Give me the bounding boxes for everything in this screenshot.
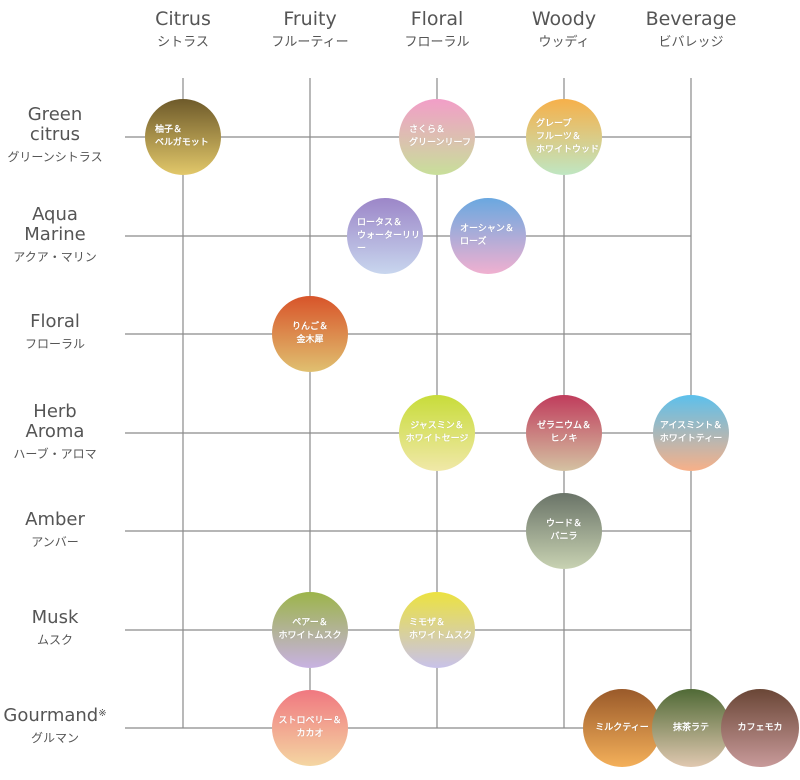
- column-label-ja: ビバレッジ: [658, 34, 724, 50]
- scent-label: ゼラニウム＆ ヒノキ: [536, 421, 591, 444]
- row-label-en: Gourmand※: [0, 706, 110, 726]
- scent-label: ジャスミン＆ ホワイトセージ: [405, 421, 469, 444]
- row-label-ja: アクア・マリン: [13, 250, 97, 264]
- row-label-ja: グルマン: [30, 731, 79, 745]
- column-header-citrus: Citrus シトラス: [123, 8, 243, 50]
- row-label-en: Aqua Marine: [24, 204, 86, 245]
- scent-label: オーシャン＆ ローズ: [460, 224, 514, 247]
- row-label-en: Amber: [25, 509, 85, 530]
- row-label-ja: ハーブ・アロマ: [13, 447, 97, 461]
- row-header-amber: Amber アンバー: [0, 510, 110, 551]
- column-label-en: Fruity: [283, 8, 337, 30]
- scent-node[interactable]: ミルクティー: [583, 689, 661, 767]
- scent-label: ロータス＆ ウォーターリリー: [357, 217, 421, 254]
- scent-node[interactable]: ジャスミン＆ ホワイトセージ: [399, 395, 475, 471]
- scent-label: アイスミント＆ ホワイトティー: [659, 421, 723, 444]
- column-label-en: Woody: [531, 8, 597, 30]
- note-mark: ※: [98, 708, 107, 719]
- row-label-ja: ムスク: [36, 633, 73, 647]
- column-header-fruity: Fruity フルーティー: [250, 8, 370, 50]
- row-header-green-citrus: Green citrus グリーンシトラス: [0, 105, 110, 166]
- scent-node[interactable]: カフェモカ: [721, 689, 799, 767]
- scent-label: りんご＆ 金木犀: [291, 322, 328, 345]
- row-header-floral: Floral フローラル: [0, 312, 110, 353]
- row-header-aqua-marine: Aqua Marine アクア・マリン: [0, 205, 110, 266]
- scent-label: 柚子＆ ベルガモット: [155, 125, 209, 148]
- row-label-en: Herb Aroma: [25, 401, 85, 442]
- scent-node[interactable]: 柚子＆ ベルガモット: [145, 99, 221, 175]
- scent-node[interactable]: オーシャン＆ ローズ: [450, 198, 526, 274]
- scent-node[interactable]: グレープ フルーツ＆ ホワイトウッド: [526, 99, 602, 175]
- column-label-ja: フローラル: [404, 34, 470, 50]
- scent-node[interactable]: ストロベリー＆ カカオ: [272, 690, 348, 766]
- row-label-en: Green citrus: [27, 104, 83, 145]
- scent-label: さくら＆ グリーンリーフ: [409, 125, 472, 148]
- scent-label: ミルクティー: [595, 722, 649, 733]
- scent-label: ストロベリー＆ カカオ: [278, 716, 342, 739]
- column-header-floral: Floral フローラル: [377, 8, 497, 50]
- row-header-herb-aroma: Herb Aroma ハーブ・アロマ: [0, 402, 110, 463]
- column-header-beverage: Beverage ビバレッジ: [631, 8, 751, 50]
- scent-node[interactable]: ロータス＆ ウォーターリリー: [347, 198, 423, 274]
- row-header-gourmand: Gourmand※ グルマン: [0, 706, 110, 747]
- column-header-woody: Woody ウッディ: [504, 8, 624, 50]
- scent-node[interactable]: りんご＆ 金木犀: [272, 296, 348, 372]
- scent-node[interactable]: 抹茶ラテ: [652, 689, 730, 767]
- scent-node[interactable]: アイスミント＆ ホワイトティー: [653, 395, 729, 471]
- scent-label: ウード＆ バニラ: [545, 519, 582, 542]
- scent-label: ペアー＆ ホワイトムスク: [278, 618, 342, 641]
- row-label-en: Floral: [30, 311, 80, 332]
- row-label-ja: グリーンシトラス: [7, 150, 103, 164]
- column-label-ja: ウッディ: [538, 34, 590, 50]
- scent-label: 抹茶ラテ: [672, 722, 709, 733]
- row-label-ja: アンバー: [31, 535, 79, 549]
- scent-label: グレープ フルーツ＆ ホワイトウッド: [536, 118, 600, 155]
- scent-node[interactable]: さくら＆ グリーンリーフ: [399, 99, 475, 175]
- scent-node[interactable]: ゼラニウム＆ ヒノキ: [526, 395, 602, 471]
- scent-label: カフェモカ: [737, 722, 783, 733]
- column-label-ja: シトラス: [157, 34, 209, 50]
- row-label-ja: フローラル: [24, 337, 85, 351]
- scent-node[interactable]: ミモザ＆ ホワイトムスク: [399, 592, 475, 668]
- column-label-en: Floral: [410, 8, 464, 30]
- row-label-en: Musk: [31, 607, 79, 628]
- row-label-text: Gourmand: [3, 705, 99, 726]
- scent-node[interactable]: ペアー＆ ホワイトムスク: [272, 592, 348, 668]
- scent-label: ミモザ＆ ホワイトムスク: [409, 618, 473, 641]
- column-label-en: Beverage: [645, 8, 737, 30]
- column-label-en: Citrus: [155, 8, 211, 30]
- scent-node[interactable]: ウード＆ バニラ: [526, 493, 602, 569]
- column-label-ja: フルーティー: [271, 34, 349, 50]
- row-header-musk: Musk ムスク: [0, 608, 110, 649]
